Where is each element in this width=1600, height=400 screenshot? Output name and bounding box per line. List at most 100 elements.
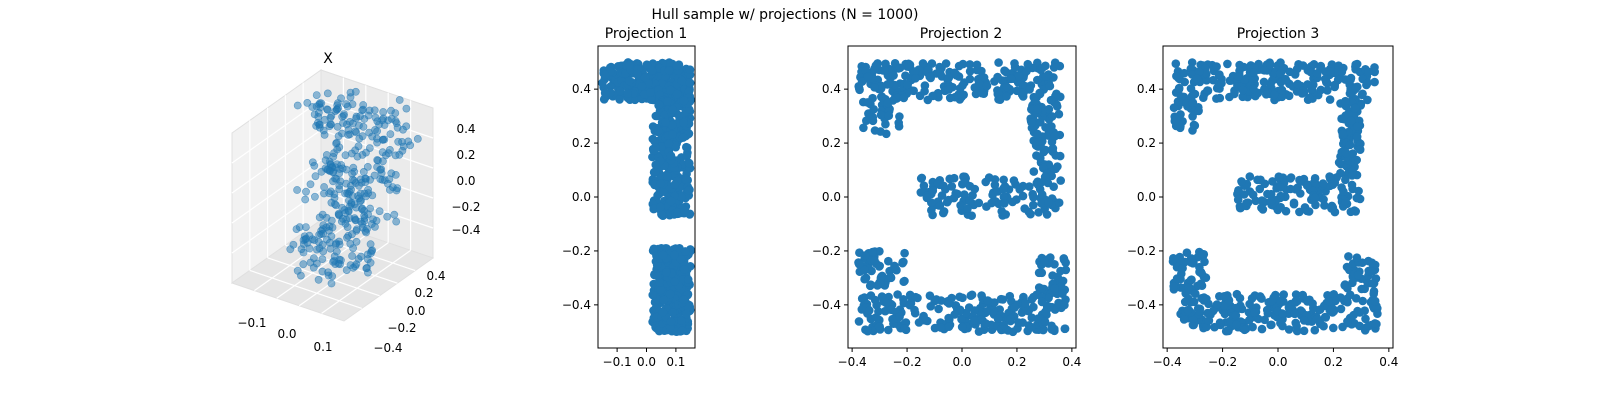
scatter-point (342, 100, 350, 108)
scatter-point (893, 290, 902, 299)
scatter-point (957, 91, 967, 100)
scatter-point (1033, 104, 1042, 114)
scatter-point (1293, 79, 1303, 89)
scatter-point (965, 60, 975, 69)
scatter-point (659, 295, 669, 305)
scatter-point (391, 109, 400, 117)
scatter-point (1054, 109, 1064, 119)
scatter-point (924, 65, 933, 75)
scatter-points (1168, 58, 1382, 336)
scatter-point (338, 129, 346, 138)
scatter-point (323, 89, 332, 98)
scatter-point (1309, 60, 1319, 69)
scatter-point (379, 114, 388, 123)
scatter-point (884, 325, 893, 335)
scatter-point (345, 202, 354, 211)
scatter-point (999, 192, 1009, 202)
scatter-point (1336, 304, 1346, 314)
scatter-point (623, 89, 632, 98)
scatter-point (351, 215, 360, 224)
scatter-point (370, 222, 379, 231)
scatter-point (1278, 309, 1287, 318)
pane-floor (230, 219, 435, 322)
scatter-point (335, 181, 344, 190)
scatter-point (935, 67, 945, 77)
scatter-point (965, 74, 975, 84)
scatter-point (1320, 201, 1329, 210)
scatter-point (326, 120, 335, 129)
scatter-point (939, 208, 948, 218)
panel-projection-1-title: Projection 1 (605, 26, 688, 42)
scatter-point (318, 255, 327, 263)
scatter-point (1369, 287, 1379, 296)
scatter-point (1054, 198, 1064, 207)
scatter-point (685, 78, 694, 87)
scatter-point (1183, 305, 1193, 315)
scatter-point (920, 86, 929, 96)
scatter-point (925, 72, 934, 81)
scatter-point (1191, 289, 1200, 299)
scatter-point (1316, 305, 1325, 314)
scatter-point (373, 156, 382, 164)
scatter-point (1345, 140, 1355, 150)
scatter-point (935, 201, 945, 210)
z-tick-label-3d: 0.0 (456, 174, 475, 188)
scatter-point (983, 296, 993, 305)
scatter-point (362, 148, 370, 157)
scatter-point (383, 212, 392, 221)
scatter-point (1367, 267, 1377, 276)
scatter-point (1351, 294, 1361, 303)
scatter-point (972, 60, 982, 70)
scatter-point (895, 63, 905, 73)
scatter-point (1341, 148, 1351, 158)
y-tick-label: −0.4 (562, 298, 591, 312)
scatter-point (1347, 171, 1357, 180)
scatter-point (1350, 103, 1360, 113)
scatter-point (967, 290, 977, 300)
scatter-point (1194, 67, 1204, 77)
scatter-point (945, 93, 955, 103)
scatter-point (1027, 118, 1036, 127)
scatter-point (312, 122, 321, 130)
scatter-point (364, 189, 373, 197)
y-tick-label: 0.0 (1137, 190, 1156, 204)
scatter-point (682, 151, 692, 161)
scatter-point (666, 85, 675, 95)
scatter-point (1351, 60, 1360, 69)
scatter-point (1217, 79, 1226, 88)
scatter-point (1284, 325, 1294, 334)
scatter-point (928, 186, 938, 195)
scatter-point (1022, 66, 1031, 76)
scatter-point (1299, 316, 1309, 325)
scatter-point (1060, 300, 1069, 310)
scatter-point (684, 105, 694, 114)
scatter-point (999, 184, 1008, 193)
y-tick-label: 0.4 (822, 82, 841, 96)
scatter-point (1043, 178, 1053, 188)
scatter-point (1263, 309, 1273, 318)
scatter-point (1337, 67, 1347, 77)
scatter-point (1368, 279, 1377, 288)
scatter-point (1240, 325, 1249, 335)
scatter-point (406, 141, 415, 150)
scatter-point (395, 96, 404, 104)
scatter-point (1215, 318, 1225, 328)
scatter-point (402, 104, 411, 113)
scatter-point (956, 201, 965, 210)
scatter-point (949, 193, 959, 203)
scatter-point (666, 317, 676, 326)
scatter-point (352, 237, 361, 246)
scatter-point (1338, 129, 1348, 139)
scatter-point (1050, 132, 1060, 141)
scatter-point (640, 73, 650, 82)
scatter-point (1275, 183, 1285, 192)
scatter-point (860, 265, 869, 275)
x-tick-label: −0.4 (1153, 355, 1182, 369)
scatter-point (926, 302, 935, 311)
figure-suptitle: Hull sample w/ projections (N = 1000) (652, 7, 919, 23)
scatter-point (977, 66, 986, 76)
scatter-point (363, 162, 372, 171)
scatter-point (937, 191, 947, 200)
scatter-point (378, 135, 387, 144)
scatter-point (668, 130, 677, 139)
